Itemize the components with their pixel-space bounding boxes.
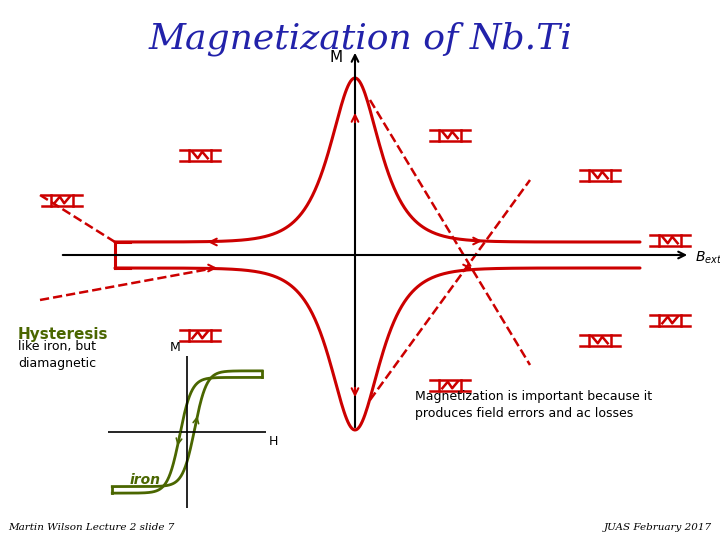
Text: Martin Wilson Lecture 2 slide 7: Martin Wilson Lecture 2 slide 7 bbox=[8, 523, 174, 532]
Text: iron: iron bbox=[130, 473, 161, 487]
Text: Hysteresis: Hysteresis bbox=[18, 327, 109, 342]
Text: Magnetization is important because it
produces field errors and ac losses: Magnetization is important because it pr… bbox=[415, 390, 652, 420]
Text: like iron, but
diamagnetic: like iron, but diamagnetic bbox=[18, 340, 96, 370]
Text: M: M bbox=[170, 341, 181, 354]
Text: Magnetization of Nb.Ti: Magnetization of Nb.Ti bbox=[148, 22, 572, 57]
Text: $B_{ext}$: $B_{ext}$ bbox=[695, 250, 720, 266]
Text: M: M bbox=[330, 50, 343, 65]
Text: JUAS February 2017: JUAS February 2017 bbox=[604, 523, 712, 532]
Text: H: H bbox=[269, 435, 278, 448]
